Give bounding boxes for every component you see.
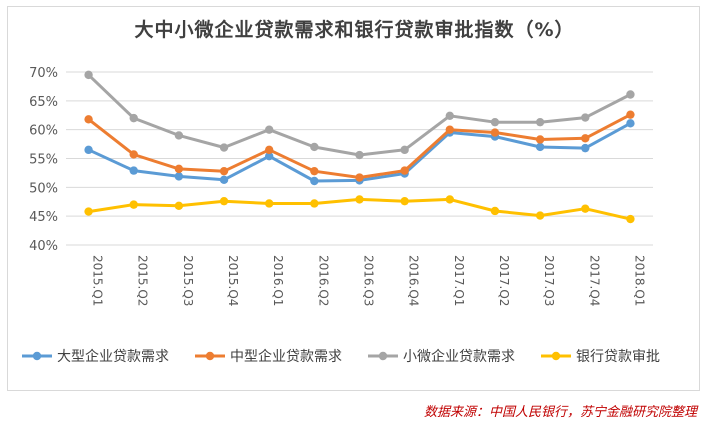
data-point: [535, 117, 545, 127]
x-tick-label: 2015.Q3: [181, 255, 195, 306]
x-tick-label: 2018.Q1: [632, 255, 646, 306]
x-tick-label: 2017.Q2: [497, 255, 511, 306]
data-point: [174, 164, 184, 174]
data-point: [264, 199, 274, 208]
data-point: [445, 125, 455, 134]
x-tick-label: 2016.Q4: [407, 255, 421, 306]
data-point: [219, 166, 229, 176]
x-tick-label: 2015.Q2: [136, 255, 150, 306]
data-point: [174, 172, 184, 181]
legend-swatch-marker: [32, 351, 42, 361]
data-point: [129, 200, 138, 209]
legend-label: 银行贷款审批: [576, 349, 660, 365]
y-tick-label: 45%: [29, 210, 58, 225]
data-point: [626, 90, 635, 99]
data-point: [310, 166, 319, 176]
y-tick-label: 70%: [29, 66, 58, 81]
y-tick-label: 65%: [29, 95, 58, 110]
data-point: [490, 117, 500, 127]
data-point: [129, 113, 138, 123]
data-point: [355, 195, 364, 204]
data-point: [129, 150, 138, 159]
legend-swatch-marker: [205, 351, 215, 361]
data-point: [581, 113, 590, 122]
legend-label: 大型企业贷款需求: [57, 348, 169, 365]
data-point: [355, 173, 364, 182]
data-point: [535, 142, 545, 152]
x-tick-label: 2015.Q4: [226, 255, 240, 306]
x-tick-label: 2015.Q1: [91, 255, 105, 306]
legend: 大型企业贷款需求 中型企业贷款需求 小微企业贷款需求 银行贷款审批: [22, 348, 660, 365]
y-tick-label: 50%: [29, 181, 58, 196]
legend-item: 小微企业贷款需求: [368, 348, 515, 365]
series-3: [84, 70, 635, 160]
legend-item: 大型企业贷款需求: [22, 348, 169, 365]
data-point: [84, 115, 93, 124]
source-note: 数据来源：中国人民银行，苏宁金融研究院整理: [423, 405, 697, 420]
data-point: [219, 143, 229, 152]
legend-label: 小微企业贷款需求: [403, 348, 515, 365]
data-point: [84, 70, 93, 80]
series-2: [84, 110, 635, 182]
line-chart: 40%45%50%55%60%65%70% 2015.Q1 2015.Q2 2015…: [22, 66, 660, 365]
legend-swatch-marker: [551, 351, 561, 361]
data-point: [219, 196, 229, 206]
data-point: [264, 151, 274, 161]
data-point: [219, 175, 229, 185]
data-point: [400, 196, 409, 206]
x-tick-label: 2016.Q1: [271, 255, 285, 306]
chart-title: 大中小微企业贷款需求和银行贷款审批指数（%）: [134, 19, 575, 41]
data-point: [581, 134, 590, 143]
data-point: [490, 128, 500, 137]
data-point: [355, 150, 364, 160]
y-tick-label: 55%: [29, 153, 58, 168]
legend-swatch-marker: [378, 351, 388, 361]
data-point: [310, 199, 319, 208]
data-point: [174, 201, 184, 210]
series-4: [84, 195, 635, 224]
y-tick-label: 60%: [29, 124, 58, 139]
data-point: [581, 204, 590, 213]
data-point: [310, 176, 319, 186]
x-tick-label: 2017.Q1: [452, 255, 466, 306]
chart-frame: 大中小微企业贷款需求和银行贷款审批指数（%） 40% 45% 50% 55% 60% 65…: [7, 6, 700, 391]
data-point: [490, 206, 500, 216]
x-tick-label: 2017.Q4: [587, 255, 601, 306]
data-point: [264, 145, 274, 155]
data-point: [445, 195, 455, 204]
data-point: [310, 142, 319, 152]
data-point: [400, 166, 409, 175]
data-point: [129, 166, 138, 175]
y-tick-label: 40%: [29, 239, 58, 254]
x-tick-label: 2016.Q2: [316, 255, 330, 306]
data-point: [400, 145, 409, 155]
y-axis-ticks: 40% 45% 50% 55% 60% 65% 70%: [29, 66, 58, 254]
data-point: [445, 111, 455, 121]
x-tick-label: 2016.Q3: [362, 255, 376, 306]
data-point: [535, 211, 545, 220]
series-line: [87, 73, 632, 157]
data-point: [535, 135, 545, 144]
series-layer: [84, 70, 635, 224]
data-point: [84, 207, 93, 216]
data-point: [264, 125, 274, 134]
data-point: [581, 143, 590, 153]
data-point: [626, 110, 635, 119]
data-point: [626, 214, 635, 224]
x-tick-label: 2017.Q3: [542, 255, 556, 306]
data-point: [84, 145, 93, 155]
data-point: [174, 131, 184, 140]
data-point: [626, 119, 635, 128]
x-axis-ticks: 2015.Q1 2015.Q2 2015.Q3 2015.Q4 2016.Q1 2016.…: [91, 255, 647, 306]
legend-item: 中型企业贷款需求: [195, 348, 342, 365]
legend-label: 中型企业贷款需求: [230, 348, 342, 365]
legend-item: 银行贷款审批: [541, 349, 660, 365]
